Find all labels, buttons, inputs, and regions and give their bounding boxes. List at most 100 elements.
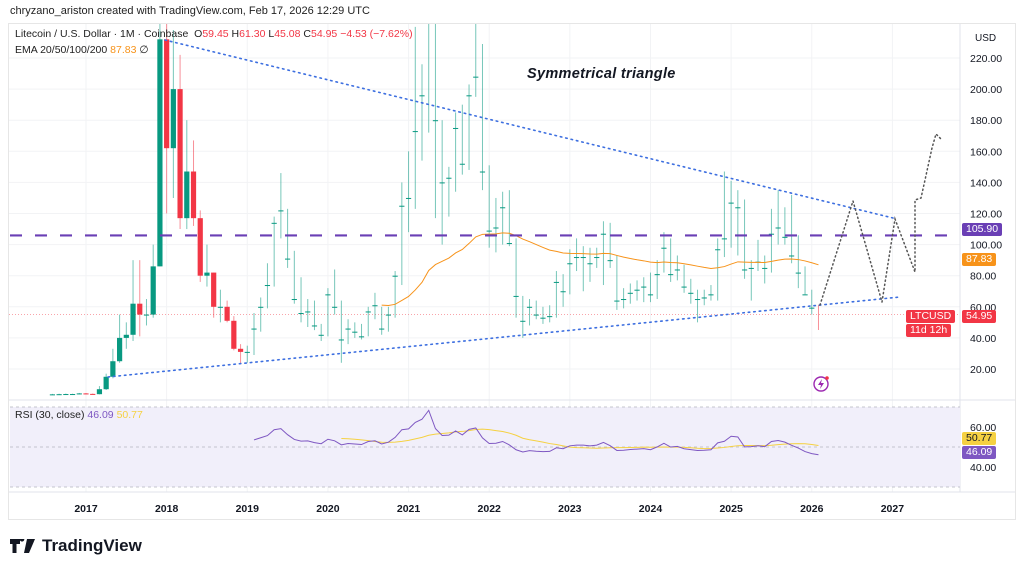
candle[interactable] [795,235,801,289]
candle[interactable] [311,300,318,331]
candle[interactable] [170,30,176,198]
candle[interactable] [177,54,183,230]
candle[interactable] [479,44,486,191]
candle[interactable] [244,345,250,363]
candle[interactable] [459,104,465,175]
candle[interactable] [741,199,748,279]
candle[interactable] [493,197,499,253]
candle[interactable] [338,300,344,363]
candle[interactable] [318,323,324,342]
lightning-icon[interactable] [813,376,829,392]
candle[interactable] [405,151,412,233]
candle[interactable] [513,238,519,318]
candle[interactable] [231,316,237,351]
candle[interactable] [641,277,647,303]
candle[interactable] [614,255,620,310]
rsi-line[interactable] [253,409,819,456]
candle[interactable] [190,140,197,226]
candle[interactable] [594,247,600,268]
time-axis[interactable]: 2017 2018 2019 2020 2021 2022 2023 2024 2025 2026… [74,503,904,515]
candle[interactable] [143,299,150,326]
candle[interactable] [748,260,754,301]
candle[interactable] [365,306,371,337]
lower-trendline[interactable] [107,296,901,378]
candle[interactable] [197,210,203,282]
candle[interactable] [681,264,687,293]
candle[interactable] [123,322,129,349]
tradingview-logo[interactable]: TradingView [10,536,142,556]
pattern-annotation[interactable]: Symmetrical triangle [527,66,676,82]
candle[interactable] [204,244,210,287]
candle[interactable] [688,278,694,304]
candle[interactable] [117,314,123,363]
candle[interactable] [332,269,338,315]
candle[interactable] [802,266,808,296]
candle[interactable] [258,297,264,332]
candle[interactable] [500,191,506,245]
candle[interactable] [298,277,304,323]
ema-line[interactable] [381,232,819,306]
candle[interactable] [654,260,660,300]
candle[interactable] [446,166,452,217]
candle[interactable] [385,306,391,332]
upper-trendline[interactable] [164,39,894,219]
candle[interactable] [526,299,533,326]
candle[interactable] [439,120,445,245]
candle[interactable] [49,393,55,396]
candle[interactable] [735,190,741,256]
candle[interactable] [782,207,788,245]
candle[interactable] [137,260,143,337]
candle[interactable] [775,190,781,245]
candle[interactable] [352,322,358,338]
candle[interactable] [285,208,291,268]
candle[interactable] [708,285,714,301]
candle[interactable] [150,244,156,318]
candle[interactable] [473,0,479,97]
candle[interactable] [647,272,654,303]
candle[interactable] [412,26,418,209]
candle[interactable] [466,84,472,170]
candle[interactable] [715,238,721,301]
rsi-legend[interactable]: RSI (30, close) 46.09 50.77 [15,409,143,421]
symbol-legend[interactable]: Litecoin / U.S. Dollar · 1M · Coinbase O… [15,28,413,40]
candle[interactable] [56,393,62,396]
candle[interactable] [157,0,163,267]
candle[interactable] [432,0,439,219]
candle[interactable] [580,246,586,292]
candle[interactable] [694,289,701,323]
candle[interactable] [768,208,775,273]
candle[interactable] [264,263,271,309]
candle[interactable] [325,288,331,337]
candle[interactable] [110,348,116,379]
candle[interactable] [358,323,365,340]
candle[interactable] [634,280,640,301]
price-axis[interactable]: USD 220.00 200.00 180.00 160.00 140.00 120.00 1… [970,33,1002,474]
candle[interactable] [392,271,398,318]
candle[interactable] [96,386,103,395]
candle[interactable] [103,373,109,390]
candle[interactable] [661,232,667,273]
candle[interactable] [721,171,727,258]
candle[interactable] [573,238,580,272]
candle[interactable] [271,216,277,287]
candle[interactable] [560,274,566,307]
candle[interactable] [217,289,223,323]
candle[interactable] [567,249,573,295]
candle[interactable] [607,222,613,268]
candle[interactable] [83,392,89,395]
candle[interactable] [533,300,539,320]
candle[interactable] [291,250,297,304]
candle[interactable] [540,306,546,324]
candle[interactable] [426,0,431,133]
candle[interactable] [520,295,526,338]
rsi-pane[interactable] [10,406,960,488]
candle[interactable] [345,319,351,345]
candle[interactable] [728,180,734,248]
candle[interactable] [76,392,82,395]
rsi-ma-line[interactable] [341,428,819,450]
candle[interactable] [621,288,627,309]
candle[interactable] [762,255,768,284]
candle[interactable] [809,289,815,315]
candle[interactable] [211,272,217,318]
candle[interactable] [90,393,96,395]
